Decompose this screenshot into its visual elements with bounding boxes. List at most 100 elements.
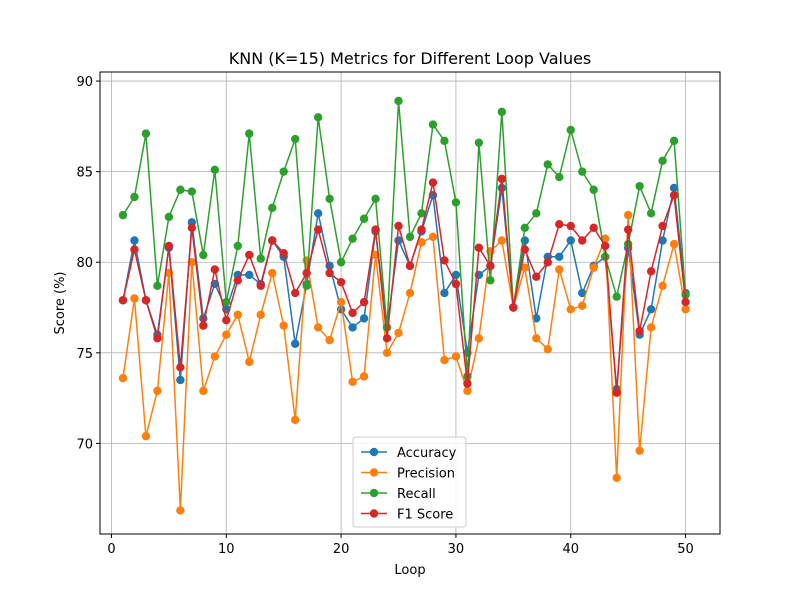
data-point-recall [359,214,369,223]
data-point-f1-score [497,174,507,184]
y-tick-label: 90 [76,75,93,90]
y-tick-label: 80 [76,256,93,271]
data-point-recall [589,185,598,194]
data-point-recall [451,198,461,207]
data-point-precision [210,352,220,361]
data-point-precision [382,348,392,358]
data-point-precision [141,431,151,441]
data-point-precision [153,386,162,396]
data-point-precision [646,323,656,332]
data-point-accuracy [359,314,369,323]
data-point-f1-score [210,265,220,274]
data-point-precision [669,239,679,249]
data-point-f1-score [520,245,530,254]
data-point-f1-score [359,297,369,307]
data-point-precision [578,301,587,310]
data-point-accuracy [669,183,679,193]
data-point-precision [440,355,449,365]
data-point-f1-score [669,191,679,200]
data-point-precision [268,268,277,278]
data-point-f1-score [623,225,633,234]
data-point-recall [474,138,484,147]
data-point-recall [141,129,151,138]
legend-marker-precision [369,468,379,477]
chart-title: KNN (K=15) Metrics for Different Loop Va… [229,49,592,68]
data-point-accuracy [658,236,667,245]
data-point-f1-score [233,276,242,285]
data-point-recall [543,160,552,169]
data-point-f1-score [417,225,426,234]
data-point-f1-score [187,223,197,233]
legend-label-precision: Precision [397,467,455,482]
data-point-f1-score [612,388,621,397]
data-point-precision [359,372,369,381]
data-point-accuracy [245,270,254,280]
data-point-recall [497,107,507,117]
data-point-f1-score [405,261,415,271]
data-point-f1-score [222,316,231,325]
data-point-recall [325,194,334,204]
data-point-f1-score [313,225,323,234]
data-point-precision [394,328,403,338]
data-point-precision [336,297,346,307]
legend-item-precision: Precision [361,467,455,482]
data-point-precision [325,335,334,345]
data-point-accuracy [348,323,357,332]
data-point-accuracy [451,270,461,280]
data-point-f1-score [382,334,392,343]
legend-item-recall: Recall [361,487,436,502]
data-point-recall [417,209,426,218]
legend-label-f1-score: F1 Score [397,508,453,523]
data-point-precision [532,334,541,343]
data-point-recall [612,292,621,301]
data-point-precision [589,263,598,272]
data-point-f1-score [336,277,346,287]
data-point-accuracy [313,209,323,218]
data-point-recall [405,232,415,242]
x-tick-label: 0 [107,542,115,557]
series-layer [118,96,690,515]
data-point-recall [646,209,656,218]
legend-label-recall: Recall [397,487,436,502]
data-point-f1-score [290,288,300,298]
legend-marker-recall [369,488,379,498]
data-point-f1-score [245,250,254,260]
data-point-f1-score [509,303,518,312]
data-point-f1-score [589,223,598,233]
data-point-recall [222,297,231,307]
y-tick-label: 85 [76,166,93,181]
data-point-recall [348,234,357,243]
data-point-recall [486,276,495,285]
data-point-recall [279,167,288,176]
data-point-precision [658,281,667,290]
data-point-f1-score [555,219,564,229]
data-point-recall [290,134,300,144]
data-point-f1-score [279,248,288,258]
data-point-recall [623,239,633,249]
data-point-precision [233,310,242,319]
data-point-f1-score [325,268,334,278]
data-point-recall [268,203,277,213]
legend-marker-accuracy [369,447,379,457]
data-point-f1-score [141,296,151,305]
data-point-accuracy [440,288,449,298]
data-point-precision [118,373,128,383]
data-point-recall [681,290,690,300]
data-point-recall [440,136,449,146]
data-point-recall [635,181,644,191]
data-point-f1-score [256,281,265,290]
y-axis-label: Score (%) [53,271,68,334]
data-point-recall [532,209,541,218]
data-point-precision [612,473,621,483]
legend-item-f1-score: F1 Score [361,508,453,523]
data-point-f1-score [371,225,380,234]
x-tick-label: 10 [218,542,235,557]
data-point-recall [233,241,242,251]
data-point-f1-score [543,258,552,267]
x-tick-label: 50 [677,542,694,557]
legend-box [352,436,467,528]
x-tick-label: 40 [562,542,579,557]
data-point-f1-score [428,178,438,187]
data-point-recall [199,250,208,260]
